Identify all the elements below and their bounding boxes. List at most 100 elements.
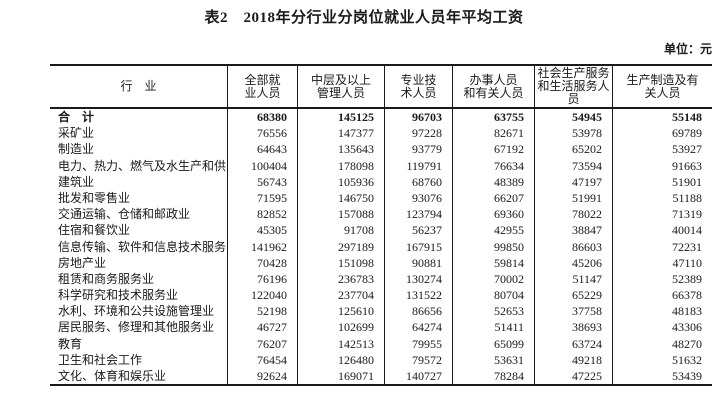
table-row: 教育 76207 142513 79955 65099 63724 48270: [50, 335, 712, 352]
table-row: 租赁和商务服务业 76196 236783 130274 70002 51147…: [50, 270, 712, 288]
value-cell: 131522: [385, 287, 453, 304]
value-cell: 47225: [535, 368, 613, 385]
value-cell: 73594: [535, 157, 613, 174]
value-cell: 67192: [453, 141, 535, 158]
table-row: 建筑业 56743 105936 68760 48389 47197 51901: [50, 173, 712, 190]
value-cell: 178098: [298, 157, 385, 174]
value-cell: 237704: [298, 287, 385, 304]
value-cell: 53927: [672, 142, 702, 157]
value-cell: 135643: [298, 141, 385, 158]
value-cell: 79955: [385, 335, 453, 352]
value-cell: 100404: [228, 157, 298, 174]
industry-name-cell: 合 计: [50, 109, 228, 126]
value-cell: 65229: [535, 287, 613, 304]
value-cell: 51147: [535, 270, 613, 288]
table-row: 文化、体育和娱乐业 92624 169071 140727 78284 4722…: [50, 368, 712, 385]
value-cell: 63724: [535, 335, 613, 352]
wage-table: 行 业 全部就 业人员 中层及以上 管理人员 专业技 术人员 办事人员 和有关人…: [50, 64, 712, 387]
value-cell: 99850: [453, 238, 535, 255]
industry-name-cell: 制造业: [50, 141, 228, 158]
value-cell: 68380: [228, 109, 298, 126]
value-cell: 37758: [535, 303, 613, 320]
value-cell: 141962: [228, 238, 298, 255]
industry-name-cell: 住宿和餐饮业: [50, 222, 228, 239]
value-cell: 93076: [385, 189, 453, 207]
value-cell: 76454: [228, 351, 298, 368]
table-row: 合 计 68380 145125 96703 63755 54945 55148: [50, 109, 712, 126]
industry-name-cell: 批发和零售业: [50, 189, 228, 207]
value-cell: 146750: [298, 189, 385, 207]
value-cell: 142513: [298, 335, 385, 352]
industry-name-cell: 租赁和商务服务业: [50, 270, 228, 288]
industry-name-cell: 科学研究和技术服务业: [50, 287, 228, 304]
industry-name-cell: 电力、热力、燃气及水生产和供应业: [50, 157, 228, 174]
value-cell: 69360: [453, 206, 535, 223]
value-cell: 157088: [298, 206, 385, 223]
value-cell: 105936: [298, 173, 385, 190]
value-cell: 45305: [228, 222, 298, 239]
value-cell: 53978: [535, 125, 613, 142]
value-cell: 48183: [672, 304, 702, 319]
industry-name-cell: 信息传输、软件和信息技术服务业: [50, 238, 228, 255]
value-cell: 47197: [535, 173, 613, 190]
value-cell: 51188: [672, 190, 702, 205]
value-cell: 71595: [228, 189, 298, 207]
value-cell: 59814: [453, 254, 535, 271]
value-cell: 76196: [228, 270, 298, 288]
value-cell: 54945: [535, 109, 613, 126]
table-row: 卫生和社会工作 76454 126480 79572 53631 49218 5…: [50, 351, 712, 368]
value-cell: 51991: [535, 189, 613, 207]
value-cell: 52653: [453, 303, 535, 320]
value-cell: 130274: [385, 270, 453, 288]
value-cell: 45206: [535, 254, 613, 271]
value-cell: 51632: [672, 352, 702, 367]
industry-name-cell: 居民服务、修理和其他服务业: [50, 319, 228, 336]
value-cell: 56237: [385, 222, 453, 239]
value-cell: 65099: [453, 335, 535, 352]
table-row: 电力、热力、燃气及水生产和供应业 100404 178098 119791 76…: [50, 157, 712, 174]
page-title: 表2 2018年分行业分岗位就业人员年平均工资: [204, 10, 524, 26]
value-cell: 40014: [672, 223, 702, 238]
value-cell: 47110: [672, 255, 702, 270]
value-cell: 79572: [385, 351, 453, 368]
value-cell: 86656: [385, 303, 453, 320]
value-cell: 125610: [298, 303, 385, 320]
value-cell: 236783: [298, 270, 385, 288]
value-cell: 140727: [385, 368, 453, 385]
value-cell: 51411: [453, 319, 535, 336]
value-cell: 66378: [672, 288, 702, 303]
industry-name-cell: 交通运输、仓储和邮政业: [50, 206, 228, 223]
industry-name-cell: 水利、环境和公共设施管理业: [50, 303, 228, 320]
value-cell: 52389: [672, 271, 702, 286]
value-cell: 96703: [385, 109, 453, 126]
value-cell: 42955: [453, 222, 535, 239]
table-header-row: 行 业 全部就 业人员 中层及以上 管理人员 专业技 术人员 办事人员 和有关人…: [50, 66, 712, 109]
value-cell: 169071: [298, 368, 385, 385]
value-cell: 119791: [385, 157, 453, 174]
value-cell: 91708: [298, 222, 385, 239]
table-row: 住宿和餐饮业 45305 91708 56237 42955 38847 400…: [50, 222, 712, 239]
value-cell: 76207: [228, 335, 298, 352]
value-cell: 71319: [672, 207, 702, 222]
table-row: 房地产业 70428 151098 90881 59814 45206 4711…: [50, 254, 712, 271]
value-cell: 92624: [228, 368, 298, 385]
value-cell: 76556: [228, 125, 298, 142]
value-cell: 78022: [535, 206, 613, 223]
column-header-cell: 社会生产服务 和生活服务人 员: [535, 66, 613, 107]
value-cell: 46727: [228, 319, 298, 336]
value-cell: 55148: [672, 110, 702, 124]
value-cell: 65202: [535, 141, 613, 158]
value-cell: 147377: [298, 125, 385, 142]
table-row: 批发和零售业 71595 146750 93076 66207 51991 51…: [50, 189, 712, 207]
value-cell: 82671: [453, 125, 535, 142]
value-cell: 69789: [672, 126, 702, 141]
value-cell: 82852: [228, 206, 298, 223]
industry-name-cell: 建筑业: [50, 173, 228, 190]
unit-label: 单位：元: [663, 42, 712, 56]
value-cell: 76634: [453, 157, 535, 174]
value-cell: 86603: [535, 238, 613, 255]
value-cell: 102699: [298, 319, 385, 336]
value-cell: 80704: [453, 287, 535, 304]
industry-name-cell: 房地产业: [50, 254, 228, 271]
